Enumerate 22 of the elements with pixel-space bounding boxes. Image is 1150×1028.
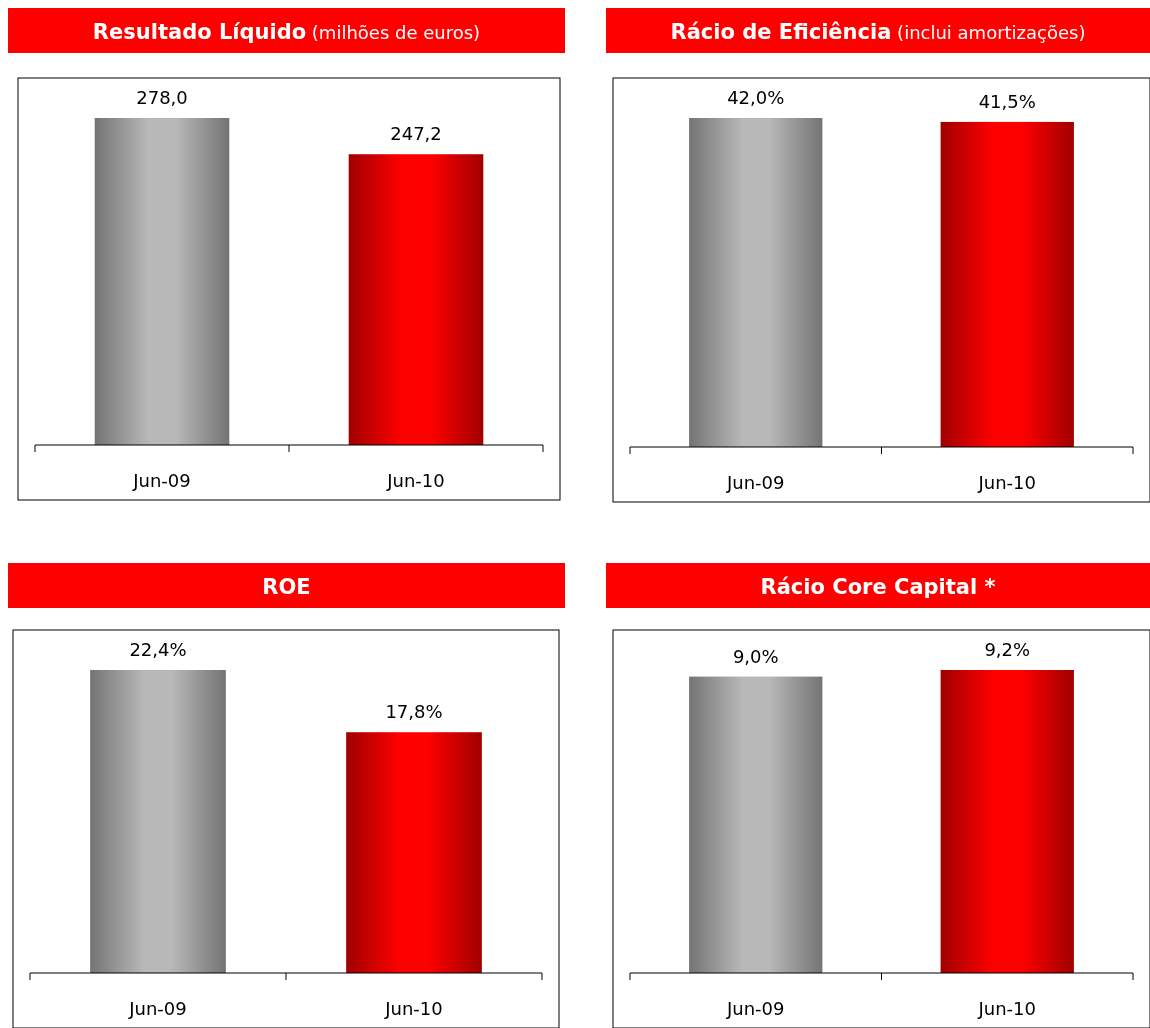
- data-label: 9,0%: [732, 645, 779, 667]
- x-tick-label: Jun-10: [977, 998, 1037, 1019]
- x-tick-label: Jun-09: [128, 998, 187, 1019]
- chart-subtitle: (inclui amortizações): [891, 22, 1086, 43]
- chart-subtitle: (milhões de euros): [306, 22, 481, 43]
- chart-title: Resultado Líquido: [92, 20, 307, 44]
- data-label: 22,4%: [129, 639, 187, 660]
- data-label: 247,2: [390, 123, 442, 145]
- chart-title: Rácio Core Capital *: [760, 575, 996, 599]
- x-tick-label: Jun-09: [132, 470, 191, 491]
- data-label: 278,0: [136, 87, 188, 108]
- x-tick-label: Jun-09: [725, 472, 785, 493]
- data-label: 42,0%: [727, 87, 785, 108]
- data-label: 41,5%: [978, 90, 1036, 112]
- chart-title: Rácio de Eficiência: [670, 20, 892, 44]
- data-label: 9,2%: [984, 639, 1031, 660]
- data-label: 17,8%: [385, 701, 443, 723]
- x-tick-label: Jun-10: [386, 470, 445, 491]
- chart-title: ROE: [262, 575, 311, 599]
- x-tick-label: Jun-09: [725, 998, 785, 1019]
- x-tick-label: Jun-10: [977, 472, 1037, 493]
- x-tick-label: Jun-10: [384, 998, 443, 1019]
